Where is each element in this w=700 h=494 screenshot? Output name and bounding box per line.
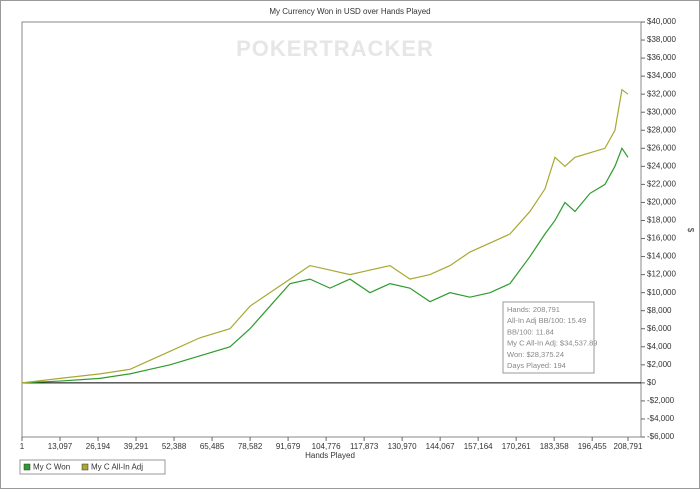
x-tick-label: 130,970 (388, 442, 417, 451)
x-tick-label: 1 (20, 442, 25, 451)
y-tick-label: -$6,000 (647, 432, 675, 441)
tooltip-line: BB/100: 11.84 (507, 327, 554, 336)
y-tick-label: $18,000 (647, 216, 676, 225)
tooltip-line: My C All-In Adj: $34,537.89 (507, 339, 597, 348)
y-tick-label: $34,000 (647, 71, 676, 80)
y-tick-label: $10,000 (647, 288, 676, 297)
y-tick-label: $8,000 (647, 306, 672, 315)
y-tick-label: $6,000 (647, 324, 672, 333)
x-tick-label: 52,388 (162, 442, 187, 451)
legend-swatch (81, 463, 89, 471)
y-tick-label: $16,000 (647, 234, 676, 243)
x-tick-label: 13,097 (48, 442, 73, 451)
legend-swatch (23, 463, 31, 471)
y-tick-label: $40,000 (647, 17, 676, 26)
series-line (21, 88, 629, 384)
tooltip (502, 301, 595, 374)
y-tick-label: $14,000 (647, 252, 676, 261)
y-tick-label: $24,000 (647, 161, 676, 170)
x-tick-label: 65,485 (200, 442, 225, 451)
y-tick-label: $32,000 (647, 89, 676, 98)
legend-label: My C All-In Adj (91, 463, 143, 472)
tooltip-line: All-In Adj BB/100: 15.49 (507, 316, 586, 325)
x-tick-label: 144,067 (426, 442, 455, 451)
y-tick-label: $22,000 (647, 180, 676, 189)
legend-label: My C Won (33, 463, 70, 472)
x-tick-label: 208,791 (614, 442, 643, 451)
x-tick-label: 78,582 (238, 442, 263, 451)
x-axis-label: Hands Played (305, 451, 355, 460)
series-line (21, 147, 629, 384)
x-tick-label: 104,776 (312, 442, 341, 451)
y-tick-label: $4,000 (647, 342, 672, 351)
legend (19, 459, 166, 475)
x-tick-label: 183,358 (540, 442, 569, 451)
y-tick-label: -$2,000 (647, 396, 675, 405)
tooltip-line: Hands: 208,791 (507, 305, 560, 314)
x-tick-label: 26,194 (86, 442, 111, 451)
y-tick-label: $36,000 (647, 53, 676, 62)
y-tick-label: $0 (647, 378, 656, 387)
chart-title: My Currency Won in USD over Hands Played (269, 7, 430, 16)
y-tick-label: $38,000 (647, 35, 676, 44)
x-tick-label: 117,873 (350, 442, 379, 451)
y-tick-label: -$4,000 (647, 414, 675, 423)
y-tick-label: $26,000 (647, 143, 676, 152)
x-tick-label: 157,164 (464, 442, 493, 451)
y-axis-label: $ (686, 228, 695, 233)
watermark: POKERTRACKER (236, 36, 434, 61)
x-tick-label: 196,455 (578, 442, 607, 451)
tooltip-line: Days Played: 194 (507, 361, 566, 370)
y-tick-label: $20,000 (647, 198, 676, 207)
y-tick-label: $12,000 (647, 270, 676, 279)
x-tick-label: 91,679 (276, 442, 301, 451)
y-tick-label: $28,000 (647, 125, 676, 134)
tooltip-line: Won: $28,375.24 (507, 350, 564, 359)
x-tick-label: 170,261 (502, 442, 531, 451)
y-tick-label: $2,000 (647, 360, 672, 369)
y-tick-label: $30,000 (647, 107, 676, 116)
x-tick-label: 39,291 (124, 442, 149, 451)
